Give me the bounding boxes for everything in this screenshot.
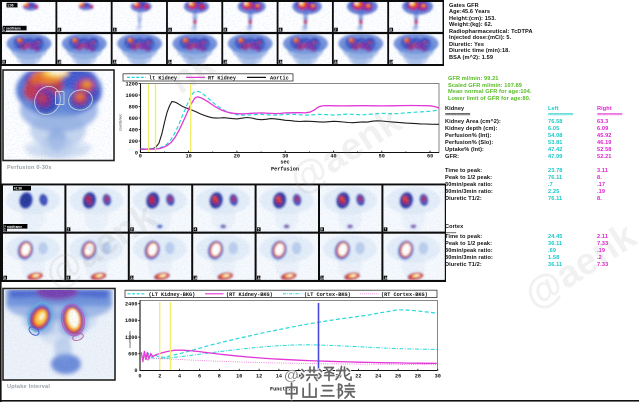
svg-text:14: 14	[384, 276, 388, 280]
svg-text:Perfusion: Perfusion	[271, 167, 299, 173]
svg-text:1200: 1200	[125, 335, 137, 341]
svg-text:13: 13	[321, 276, 325, 280]
svg-text:sec: sec	[280, 160, 289, 166]
svg-text:6: 6	[198, 373, 201, 379]
svg-text:4: 4	[194, 228, 196, 232]
svg-text:RT Kidney: RT Kidney	[208, 76, 237, 82]
svg-text:Aortic: Aortic	[270, 76, 289, 82]
svg-text:4: 4	[178, 373, 181, 379]
svg-text:nk: nk	[162, 43, 223, 103]
svg-text:800: 800	[129, 104, 138, 110]
svg-text:0: 0	[138, 373, 141, 379]
svg-text:200: 200	[129, 139, 138, 145]
svg-text:counts/sec: counts/sec	[128, 331, 132, 348]
svg-text:60: 60	[427, 154, 433, 160]
svg-text:10: 10	[236, 373, 242, 379]
svg-text:0: 0	[134, 368, 137, 374]
svg-text:30: 30	[435, 373, 441, 379]
svg-text:41:36: 41:36	[14, 187, 22, 191]
svg-text:(LT Cortex-BKG): (LT Cortex-BKG)	[304, 292, 351, 298]
svg-text:20: 20	[234, 154, 240, 160]
svg-text:28: 28	[415, 373, 421, 379]
svg-text:e: e	[0, 356, 3, 402]
svg-text:counts/sec: counts/sec	[119, 114, 123, 131]
svg-text:8: 8	[4, 276, 6, 280]
svg-text:1: 1	[4, 228, 6, 232]
svg-text:400: 400	[129, 127, 138, 133]
svg-text:(LT Kidney-BKG): (LT Kidney-BKG)	[149, 292, 196, 298]
svg-text:0: 0	[135, 150, 138, 156]
svg-text:22: 22	[355, 373, 361, 379]
svg-text:1000: 1000	[126, 93, 138, 99]
svg-text:(RT Cortex-BKG): (RT Cortex-BKG)	[381, 292, 428, 298]
svg-text:600: 600	[129, 116, 138, 122]
svg-text:9: 9	[67, 276, 69, 280]
svg-text:8: 8	[218, 373, 221, 379]
svg-text:2400: 2400	[125, 302, 137, 308]
svg-text:10: 10	[131, 276, 135, 280]
svg-text:lt Kidney: lt Kidney	[149, 76, 178, 82]
svg-text:30: 30	[282, 154, 288, 160]
svg-text:12: 12	[256, 373, 262, 379]
svg-text:600: 600	[128, 352, 137, 358]
svg-text:7: 7	[384, 228, 386, 232]
svg-text:24: 24	[375, 373, 381, 379]
svg-text:Function: Function	[270, 387, 295, 393]
svg-text:5: 5	[258, 228, 260, 232]
svg-text:16: 16	[296, 373, 302, 379]
svg-text:14: 14	[276, 373, 282, 379]
svg-text:(RT Kidney-BKG): (RT Kidney-BKG)	[226, 292, 273, 298]
svg-text:@aenk: @aenk	[282, 99, 409, 202]
svg-text:2: 2	[67, 228, 69, 232]
svg-text:3: 3	[131, 228, 133, 232]
svg-text:2: 2	[158, 373, 161, 379]
svg-text:6: 6	[321, 228, 323, 232]
svg-text:10: 10	[185, 154, 191, 160]
svg-text:@aenk: @aenk	[517, 214, 639, 317]
svg-text:40: 40	[330, 154, 336, 160]
svg-text:0: 0	[139, 154, 142, 160]
svg-text:@aenk: @aenk	[37, 194, 164, 297]
svg-text:@: @	[284, 367, 299, 384]
svg-text:1200: 1200	[126, 81, 138, 87]
svg-text:50: 50	[379, 154, 385, 160]
svg-text:11: 11	[194, 276, 198, 280]
svg-text:26: 26	[395, 373, 401, 379]
svg-text:1800: 1800	[125, 318, 137, 324]
svg-text:12: 12	[258, 276, 262, 280]
svg-text:2 min/frame: 2 min/frame	[4, 225, 22, 229]
